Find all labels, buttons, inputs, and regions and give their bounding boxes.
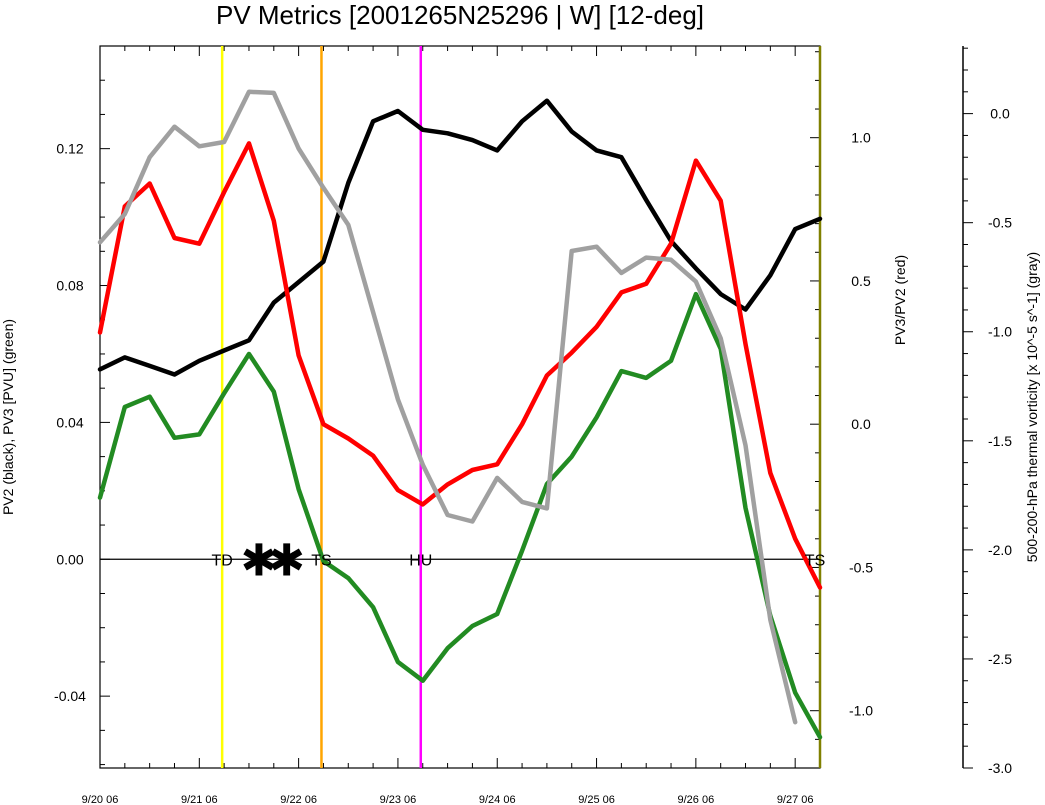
x-tick-label: 9/22 06 [280,794,317,805]
plot-frame [99,45,821,769]
thermal-vorticity-gray-line [97,89,798,725]
star-marker: ✱ [240,535,277,586]
stage-label: TS [805,552,825,569]
x-tick-label: 9/24 06 [479,794,516,805]
left-axis-label: PV2 (black), PV3 [PVU] (green) [0,319,16,515]
right-y-tick-label: 1.0 [851,130,871,146]
x-tick-label: 9/21 06 [181,794,218,805]
right-y-tick-label: 0.0 [851,416,871,432]
star-marker: ✱ [268,535,305,586]
left-y-tick-label: 0.08 [56,278,83,294]
stage-label: TD [211,552,232,569]
chart-title: PV Metrics [2001265N25296 | W] [12-deg] [216,0,704,30]
pv-ratio-red-line [97,141,823,590]
x-tick-label: 9/23 06 [380,794,417,805]
far-right-y-tick-label: -1.5 [988,433,1012,449]
far-right-y-tick-label: -2.0 [988,542,1012,558]
stage-label: HU [409,552,432,569]
far-right-y-tick-label: -3.0 [988,760,1012,776]
right-y-tick-label: -1.0 [849,703,873,719]
far-right-y-tick-label: -0.5 [988,215,1012,231]
far-right-axis-label: 500-200-hPa thermal vorticity [x 10^-5 s… [1024,252,1040,562]
x-tick-label: 9/20 06 [82,794,119,805]
left-y-tick-label: 0.12 [56,141,83,157]
right-y-tick-label: -0.5 [849,559,873,575]
far-right-y-tick-label: 0.0 [990,106,1010,122]
far-right-y-tick-label: -2.5 [988,651,1012,667]
left-y-tick-label: 0.04 [56,414,83,430]
stage-label: TS [311,552,331,569]
left-y-tick-label: 0.00 [56,551,83,567]
right-axis-label: PV3/PV2 (red) [892,255,908,345]
x-tick-label: 9/26 06 [678,794,715,805]
pv2-black-line [97,98,823,377]
far-right-y-tick-label: -1.0 [988,324,1012,340]
x-tick-label: 9/27 06 [777,794,814,805]
x-tick-label: 9/25 06 [578,794,615,805]
left-y-tick-label: -0.04 [54,688,86,704]
pv3-green-line [97,291,823,740]
right-y-tick-label: 0.5 [851,273,871,289]
